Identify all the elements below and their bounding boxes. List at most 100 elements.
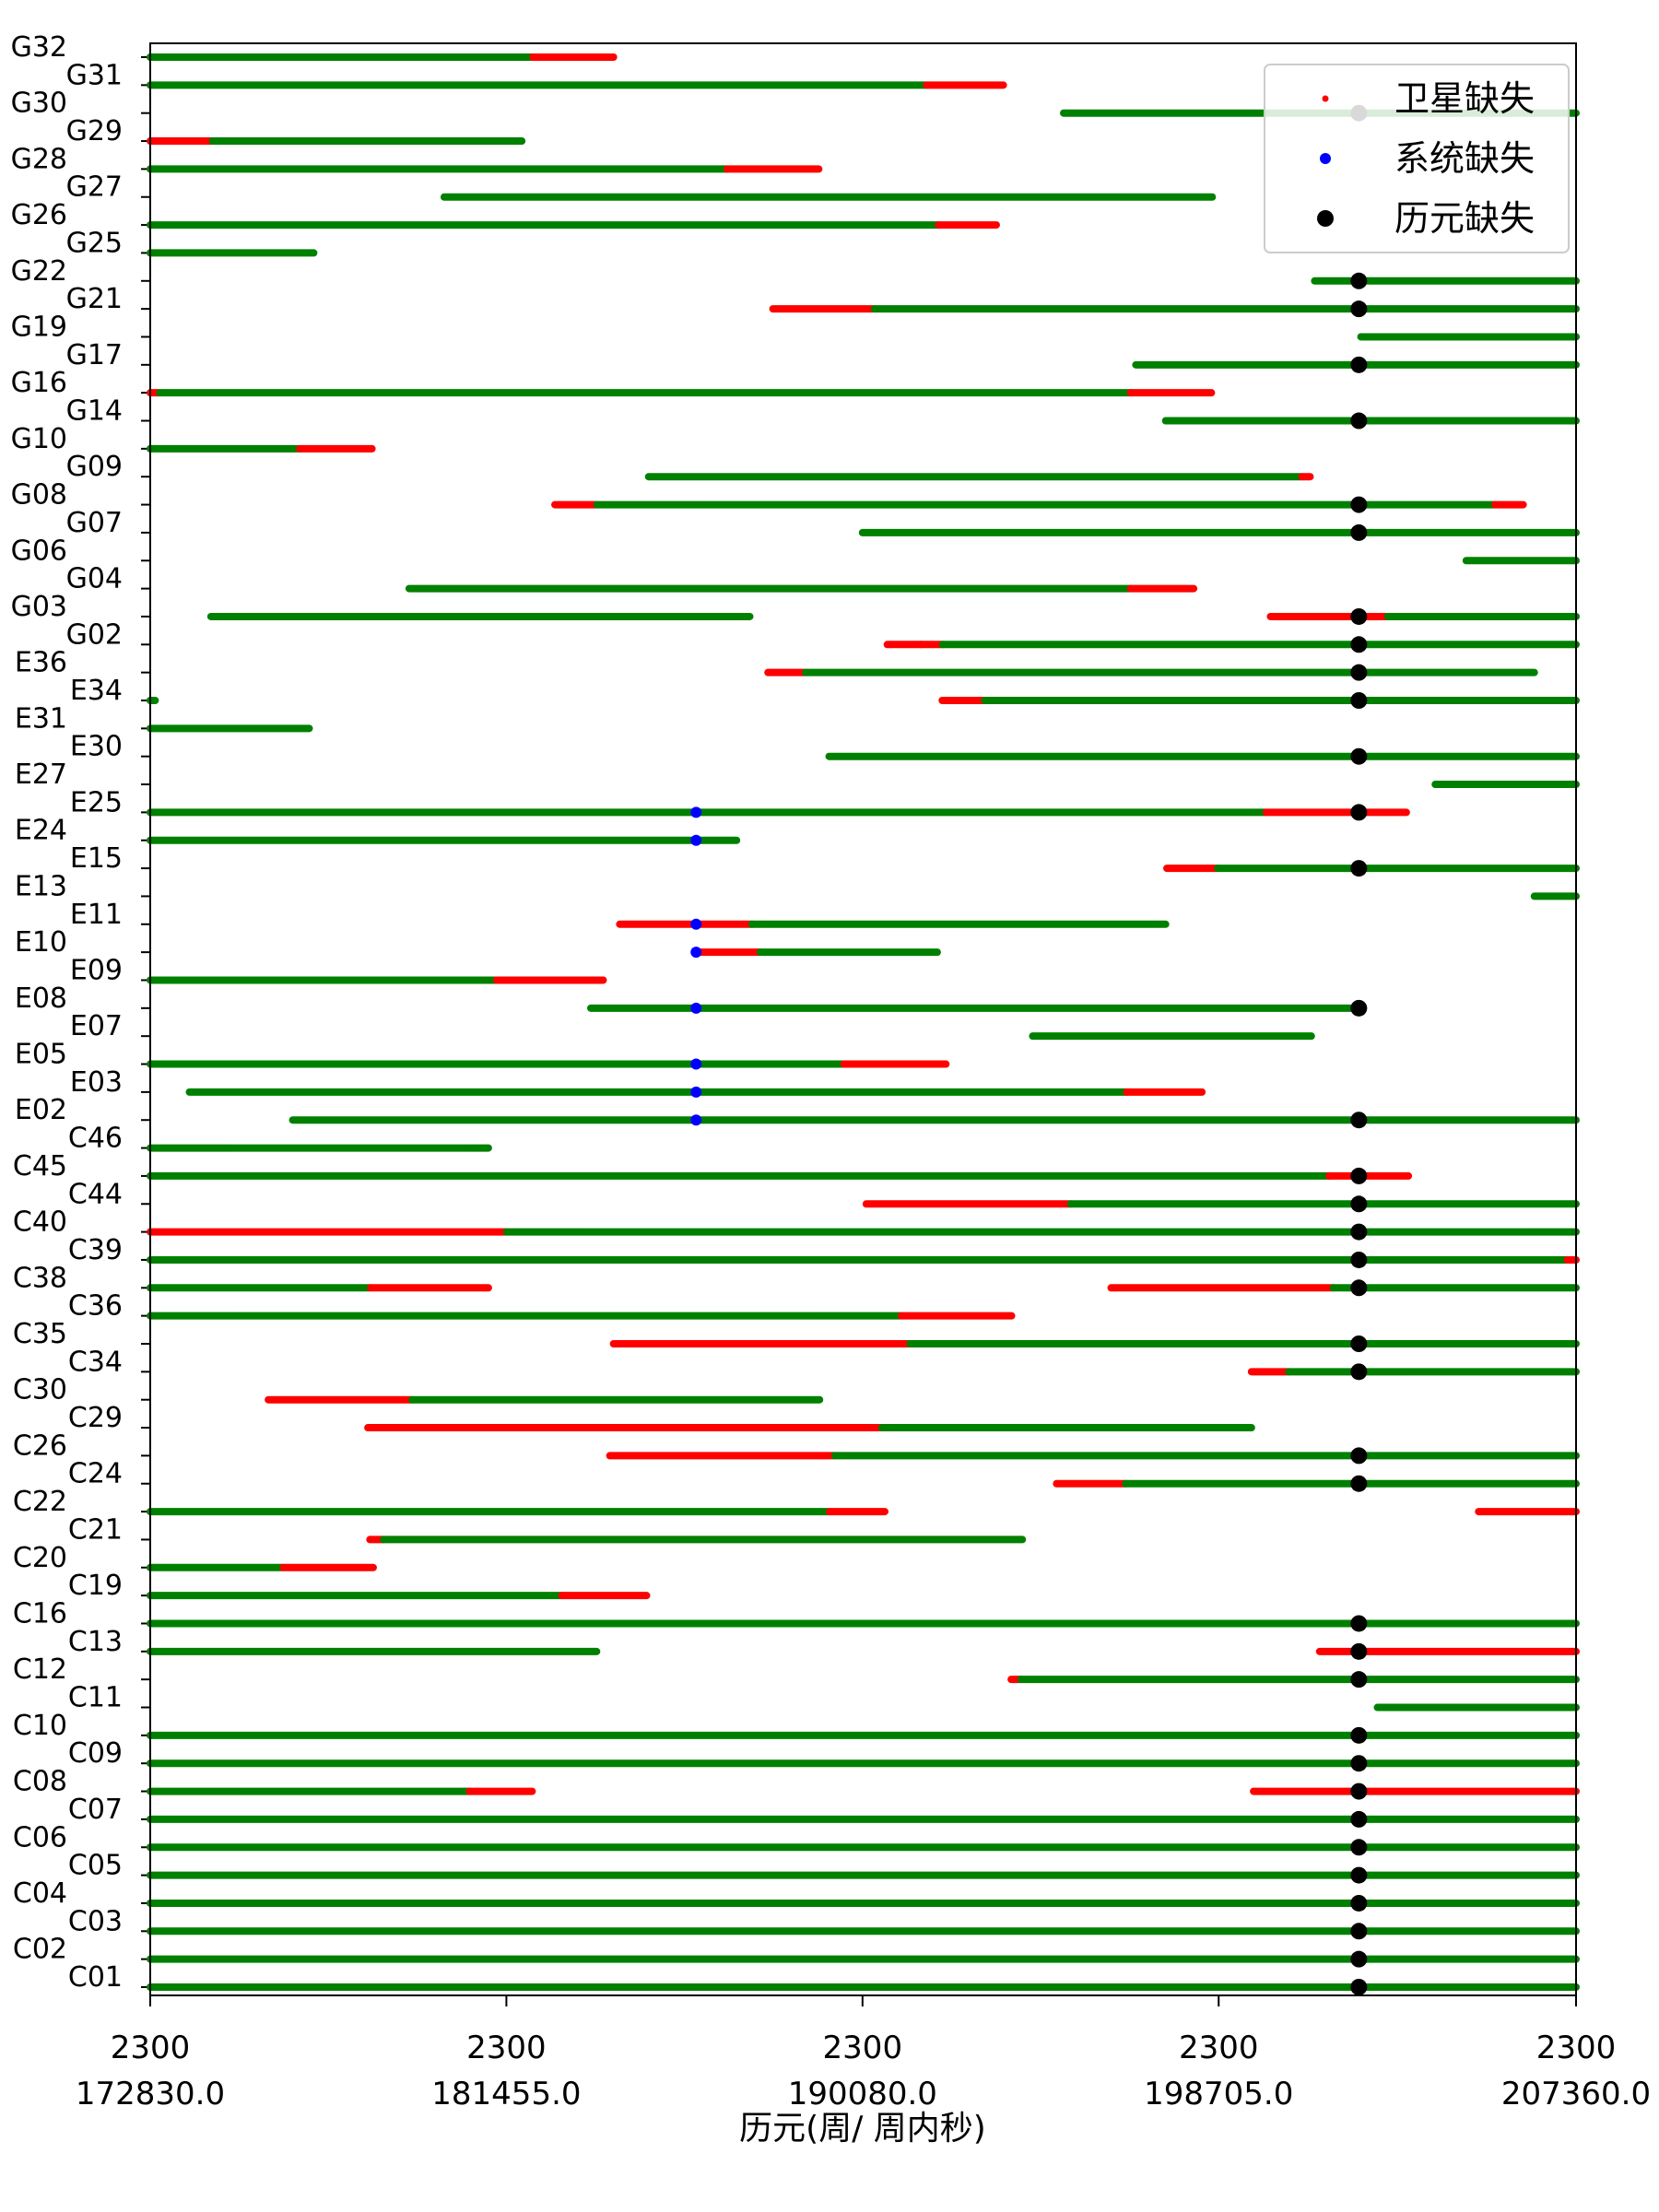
y-label-e30: E30 xyxy=(70,731,123,763)
y-label-c24: C24 xyxy=(68,1458,123,1490)
epoch-missing-c09 xyxy=(1350,1755,1368,1772)
epoch-missing-c44 xyxy=(1350,1195,1368,1213)
y-label-e09: E09 xyxy=(70,954,123,986)
y-label-e24: E24 xyxy=(15,815,67,847)
y-label-c11: C11 xyxy=(68,1682,123,1714)
y-label-c44: C44 xyxy=(68,1178,123,1210)
legend-label-sys: 系统缺失 xyxy=(1394,138,1535,179)
y-label-g14: G14 xyxy=(66,395,123,428)
epoch-missing-c39 xyxy=(1350,1251,1368,1268)
system-missing-e08 xyxy=(690,1002,702,1014)
y-label-g25: G25 xyxy=(66,227,123,259)
epoch-missing-c13 xyxy=(1350,1642,1368,1660)
epoch-missing-c01 xyxy=(1350,1979,1368,1995)
x-axis-ticks: 2300 172830.0 2300 181455.0 2300 190080.0 2300… xyxy=(76,1995,1651,2112)
epoch-missing-c45 xyxy=(1350,1167,1368,1184)
y-label-c05: C05 xyxy=(68,1850,123,1882)
system-missing-e05 xyxy=(690,1058,702,1070)
y-label-e34: E34 xyxy=(70,675,123,707)
y-label-g27: G27 xyxy=(66,171,123,204)
y-label-g04: G04 xyxy=(66,563,123,595)
epoch-missing-e30 xyxy=(1350,747,1368,765)
legend-label-epoch: 历元缺失 xyxy=(1394,198,1535,239)
y-label-c22: C22 xyxy=(13,1486,67,1518)
legend-label-sat: 卫星缺失 xyxy=(1394,78,1535,119)
epoch-missing-g14 xyxy=(1350,412,1368,429)
y-label-c38: C38 xyxy=(13,1262,67,1294)
system-missing-e25 xyxy=(690,806,702,818)
legend-marker-sys xyxy=(1320,153,1331,164)
epoch-missing-g07 xyxy=(1350,524,1368,541)
y-label-c12: C12 xyxy=(13,1653,67,1686)
x-tick-week-3: 2300 xyxy=(1179,2030,1259,2066)
y-label-g10: G10 xyxy=(11,423,67,455)
epoch-missing-e34 xyxy=(1350,692,1368,709)
epoch-missing-c03 xyxy=(1350,1923,1368,1940)
x-tick-sow-3: 198705.0 xyxy=(1144,2076,1293,2112)
epoch-missing-g02 xyxy=(1350,636,1368,653)
epoch-missing-c24 xyxy=(1350,1475,1368,1492)
epoch-missing-c40 xyxy=(1350,1223,1368,1241)
y-label-g26: G26 xyxy=(11,199,67,231)
epoch-missing-c35 xyxy=(1350,1335,1368,1352)
system-missing-e10 xyxy=(690,947,702,959)
y-label-e27: E27 xyxy=(15,759,67,791)
system-missing-e24 xyxy=(690,834,702,846)
epoch-missing-g22 xyxy=(1350,272,1368,289)
y-label-c34: C34 xyxy=(68,1346,123,1378)
epoch-missing-g08 xyxy=(1350,496,1368,513)
y-label-c09: C09 xyxy=(68,1737,123,1770)
y-label-e25: E25 xyxy=(70,786,123,818)
y-label-g02: G02 xyxy=(66,618,123,651)
y-axis-labels: C01C02C03C04C05C06C07C08C09C10C11C12C13C… xyxy=(11,31,150,1994)
y-label-g07: G07 xyxy=(66,507,123,539)
epoch-missing-c04 xyxy=(1350,1894,1368,1912)
y-label-c35: C35 xyxy=(13,1318,67,1350)
y-label-g21: G21 xyxy=(66,283,123,315)
y-label-c36: C36 xyxy=(68,1290,123,1323)
y-label-c19: C19 xyxy=(68,1570,123,1602)
epoch-missing-c05 xyxy=(1350,1866,1368,1884)
x-axis-label: 历元(周/ 周内秒) xyxy=(739,2110,986,2147)
y-label-c40: C40 xyxy=(13,1206,67,1239)
x-tick-week-0: 2300 xyxy=(111,2030,191,2066)
y-label-c07: C07 xyxy=(68,1794,123,1826)
epoch-missing-g21 xyxy=(1350,300,1368,318)
y-label-g19: G19 xyxy=(11,311,67,343)
y-label-c16: C16 xyxy=(13,1597,67,1630)
epoch-missing-e25 xyxy=(1350,804,1368,821)
x-tick-sow-0: 172830.0 xyxy=(76,2076,225,2112)
y-label-e07: E07 xyxy=(70,1010,123,1042)
y-label-c26: C26 xyxy=(13,1430,67,1462)
y-label-c45: C45 xyxy=(13,1150,67,1182)
legend-marker-sat xyxy=(1322,95,1329,102)
y-label-g32: G32 xyxy=(11,31,67,64)
y-label-e31: E31 xyxy=(15,702,67,735)
y-label-e02: E02 xyxy=(15,1094,67,1126)
y-label-g31: G31 xyxy=(66,59,123,91)
epoch-missing-c10 xyxy=(1350,1726,1368,1744)
system-missing-e02 xyxy=(690,1114,702,1126)
y-label-e36: E36 xyxy=(15,647,67,679)
x-tick-week-1: 2300 xyxy=(466,2030,547,2066)
epoch-missing-c08 xyxy=(1350,1783,1368,1800)
y-label-c03: C03 xyxy=(68,1905,123,1937)
y-label-g22: G22 xyxy=(11,255,67,288)
epoch-missing-e36 xyxy=(1350,664,1368,681)
y-label-c08: C08 xyxy=(13,1766,67,1798)
y-label-g08: G08 xyxy=(11,479,67,512)
legend-marker-epoch xyxy=(1317,210,1334,227)
y-label-c46: C46 xyxy=(68,1123,123,1155)
x-tick-week-4: 2300 xyxy=(1536,2030,1617,2066)
epoch-missing-c38 xyxy=(1350,1279,1368,1297)
epoch-missing-c26 xyxy=(1350,1447,1368,1465)
y-label-e10: E10 xyxy=(15,926,67,959)
epoch-missing-c34 xyxy=(1350,1363,1368,1381)
y-label-e05: E05 xyxy=(15,1039,67,1071)
epoch-missing-g03 xyxy=(1350,607,1368,625)
y-label-c39: C39 xyxy=(68,1234,123,1266)
y-label-g30: G30 xyxy=(11,88,67,120)
y-label-e15: E15 xyxy=(70,842,123,875)
